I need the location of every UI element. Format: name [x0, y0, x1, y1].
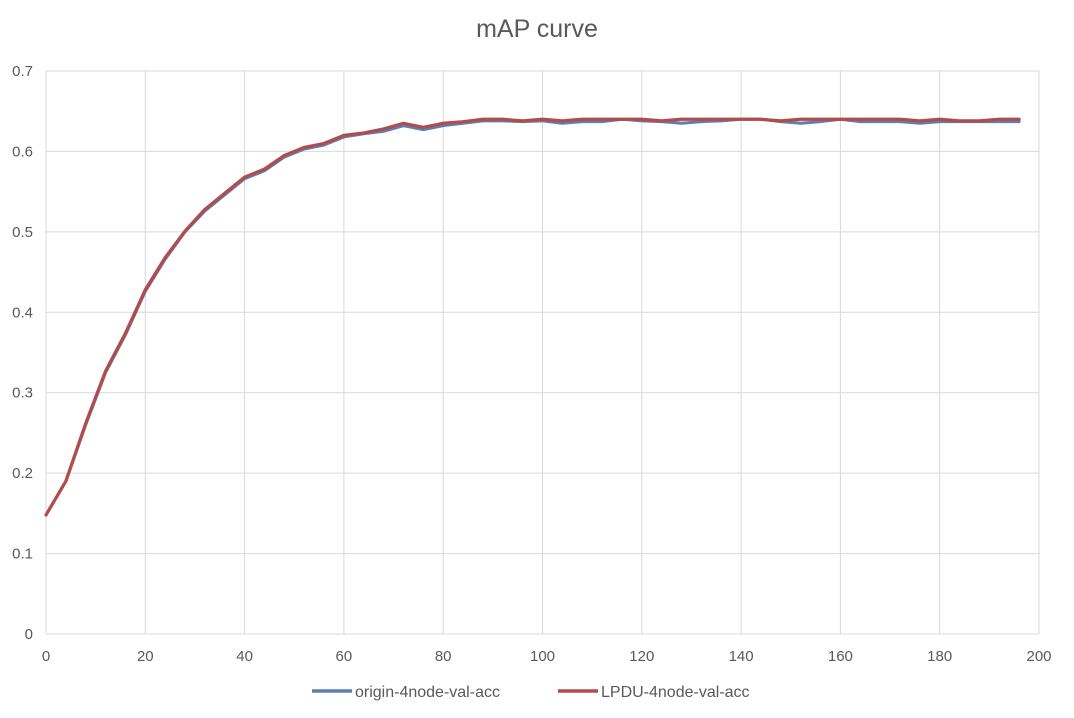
x-tick-label: 0 — [42, 648, 50, 665]
y-tick-label: 0 — [25, 626, 33, 643]
legend-label-2: LPDU-4node-val-acc — [601, 684, 750, 701]
y-tick-label: 0.4 — [12, 304, 33, 321]
x-axis-ticks: 0 20 40 60 80 100 120 140 160 180 200 — [42, 648, 1052, 665]
x-tick-label: 160 — [828, 648, 853, 665]
series-line-1 — [44, 117, 1021, 517]
y-axis-ticks: 0 0.1 0.2 0.3 0.4 0.5 0.6 0.7 — [12, 63, 33, 643]
x-tick-label: 100 — [530, 648, 555, 665]
legend-label-1: origin-4node-val-acc — [355, 684, 500, 701]
series-line-2 — [44, 117, 1021, 517]
x-tick-label: 60 — [336, 648, 353, 665]
x-tick-label: 200 — [1026, 648, 1051, 665]
x-tick-label: 20 — [137, 648, 154, 665]
y-tick-label: 0.2 — [12, 465, 33, 482]
legend: origin-4node-val-acc LPDU-4node-val-acc — [312, 684, 750, 701]
y-tick-label: 0.7 — [12, 63, 33, 80]
grid-layer — [45, 70, 1040, 635]
chart-title: mAP curve — [476, 15, 598, 43]
y-tick-label: 0.3 — [12, 385, 33, 402]
x-tick-label: 40 — [236, 648, 253, 665]
x-tick-label: 120 — [629, 648, 654, 665]
y-tick-label: 0.6 — [12, 143, 33, 160]
y-tick-label: 0.5 — [12, 224, 33, 241]
y-tick-label: 0.1 — [12, 546, 33, 563]
series-layer — [44, 117, 1021, 517]
x-tick-label: 80 — [435, 648, 452, 665]
x-tick-label: 140 — [729, 648, 754, 665]
x-tick-label: 180 — [927, 648, 952, 665]
